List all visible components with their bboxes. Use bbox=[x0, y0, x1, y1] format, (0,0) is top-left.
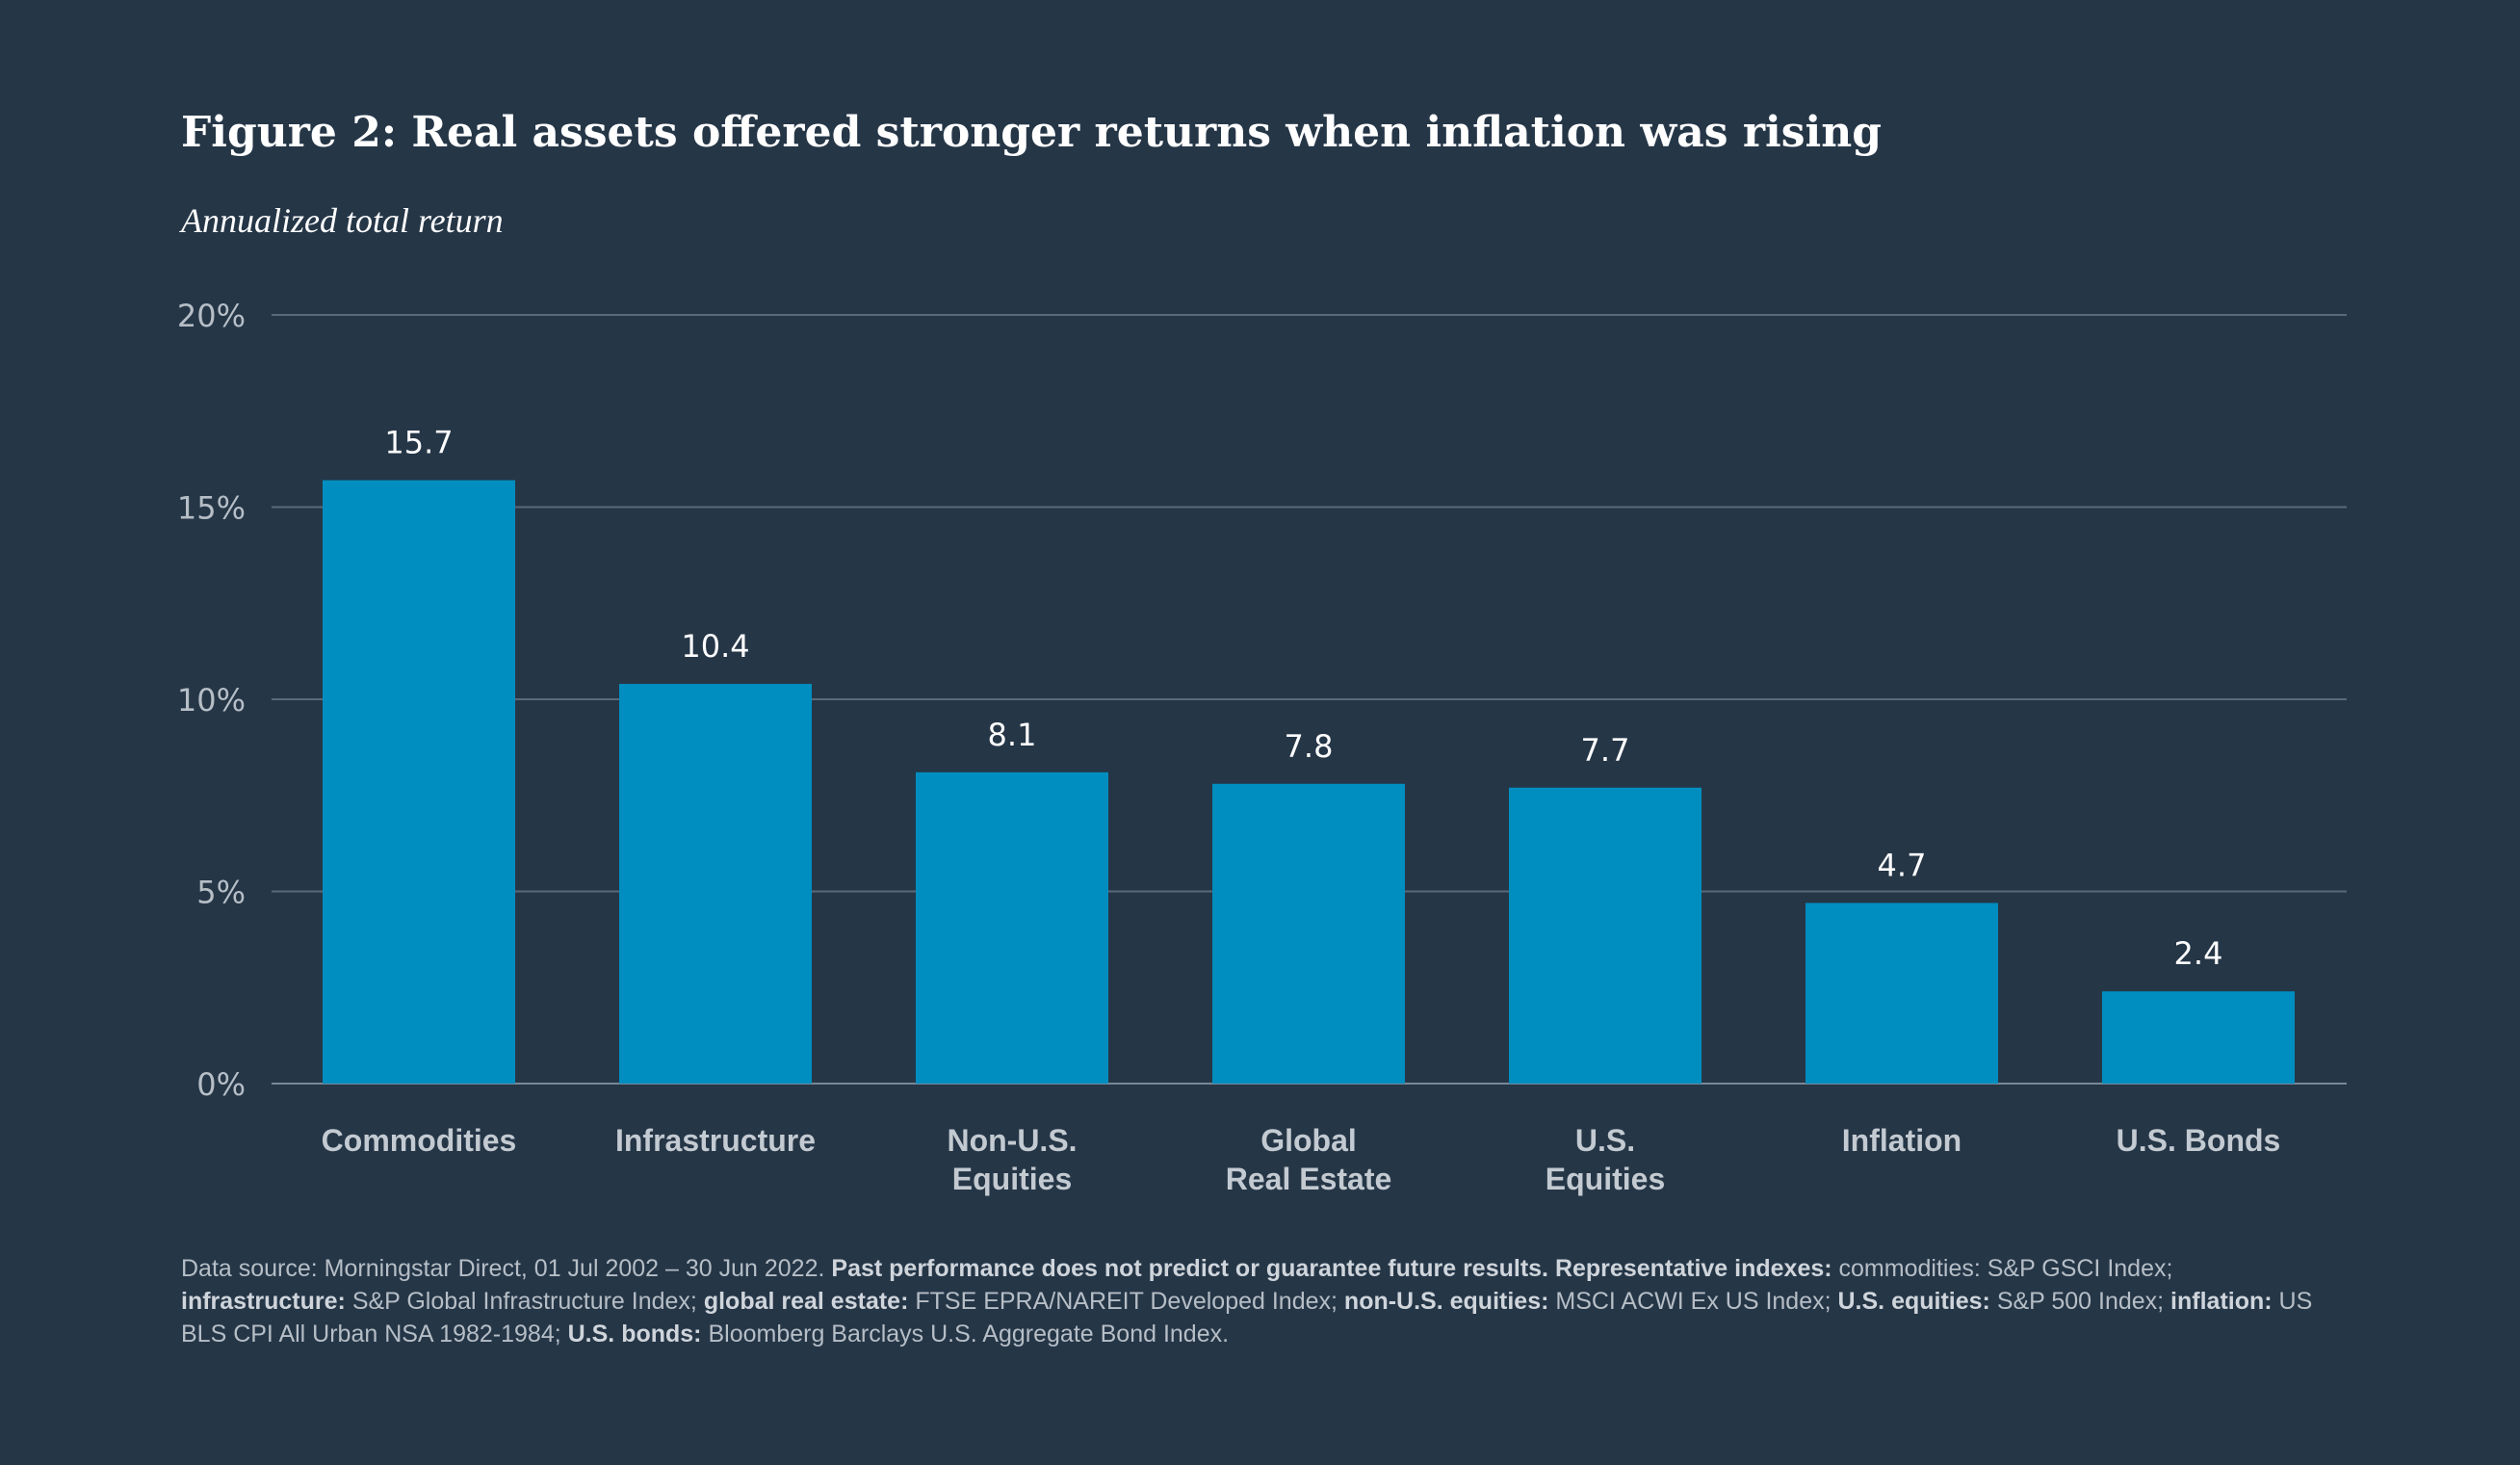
category-label: U.S. bbox=[1575, 1123, 1635, 1158]
bar-infrastructure bbox=[619, 684, 812, 1084]
y-tick-label: 20% bbox=[177, 298, 246, 334]
data-label: 10.4 bbox=[681, 628, 749, 665]
data-label: 15.7 bbox=[384, 425, 453, 461]
bar-u-s-equities bbox=[1509, 787, 1702, 1084]
y-tick-label: 5% bbox=[196, 875, 246, 911]
y-axis-ticks: 0% 5% 10% 15% 20% bbox=[177, 298, 246, 1103]
category-label: Equities bbox=[1546, 1162, 1665, 1196]
bar-inflation bbox=[1806, 903, 1998, 1084]
x-axis-categories: Commodities Infrastructure Non-U.S. Equitie… bbox=[322, 1123, 2281, 1196]
footnote-segment: US BLS CPI All Urban NSA 1982-1984; bbox=[181, 1288, 2313, 1347]
category-label: Non-U.S. bbox=[947, 1123, 1077, 1158]
category-label: Commodities bbox=[322, 1123, 517, 1158]
footnote-bold-segment: infrastructure: bbox=[181, 1288, 346, 1315]
data-label: 2.4 bbox=[2174, 935, 2223, 972]
data-labels: 15.7 10.4 8.1 7.8 7.7 4.7 2.4 bbox=[384, 425, 2222, 973]
footnote-bold-segment: Past performance does not predict or gua… bbox=[831, 1255, 1832, 1282]
data-label: 4.7 bbox=[1878, 847, 1927, 883]
category-label: Infrastructure bbox=[615, 1123, 816, 1158]
y-tick-label: 0% bbox=[196, 1066, 246, 1103]
footnote-bold-segment: inflation: bbox=[2170, 1288, 2273, 1315]
footnote-segment: MSCI ACWI Ex US Index; bbox=[1548, 1288, 1838, 1315]
footnote-bold-segment: non-U.S. equities: bbox=[1343, 1288, 1549, 1315]
bar-u-s-bonds bbox=[2102, 991, 2295, 1084]
footnote-segment: S&P 500 Index; bbox=[1989, 1288, 2171, 1315]
footnote-segment: Bloomberg Barclays U.S. Aggregate Bond I… bbox=[701, 1321, 1230, 1347]
category-label: Global bbox=[1260, 1123, 1357, 1158]
y-tick-label: 10% bbox=[177, 682, 246, 719]
footnote-segment: commodities: S&P GSCI Index; bbox=[1832, 1255, 2173, 1282]
bar-global-real-estate bbox=[1212, 783, 1405, 1084]
data-label: 8.1 bbox=[988, 717, 1037, 753]
bar-chart: 0% 5% 10% 15% 20% 15.7 10.4 8.1 7.8 7.7 4.7 2.4 Co… bbox=[177, 298, 2347, 1196]
chart-title: Figure 2: Real assets offered stronger r… bbox=[181, 108, 1882, 157]
footnote-segment: FTSE EPRA/NAREIT Developed Index; bbox=[908, 1288, 1344, 1315]
chart-subtitle: Annualized total return bbox=[181, 201, 504, 240]
footnote-segment: Data source: Morningstar Direct, 01 Jul … bbox=[181, 1255, 832, 1282]
y-tick-label: 15% bbox=[177, 490, 246, 527]
bars bbox=[323, 480, 2295, 1084]
bar-non-u-s-equities bbox=[916, 772, 1108, 1084]
category-label: U.S. Bonds bbox=[2117, 1123, 2281, 1158]
category-label: Real Estate bbox=[1226, 1162, 1392, 1196]
data-label: 7.8 bbox=[1285, 728, 1334, 765]
footnote-bold-segment: global real estate: bbox=[703, 1288, 909, 1315]
bar-commodities bbox=[323, 480, 515, 1084]
footnote: Data source: Morningstar Direct, 01 Jul … bbox=[181, 1252, 2338, 1350]
data-label: 7.7 bbox=[1581, 732, 1630, 769]
category-label: Inflation bbox=[1842, 1123, 1961, 1158]
footnote-bold-segment: U.S. equities: bbox=[1837, 1288, 1990, 1315]
category-label: Equities bbox=[952, 1162, 1072, 1196]
footnote-segment: S&P Global Infrastructure Index; bbox=[345, 1288, 704, 1315]
footnote-bold-segment: U.S. bonds: bbox=[567, 1321, 702, 1347]
